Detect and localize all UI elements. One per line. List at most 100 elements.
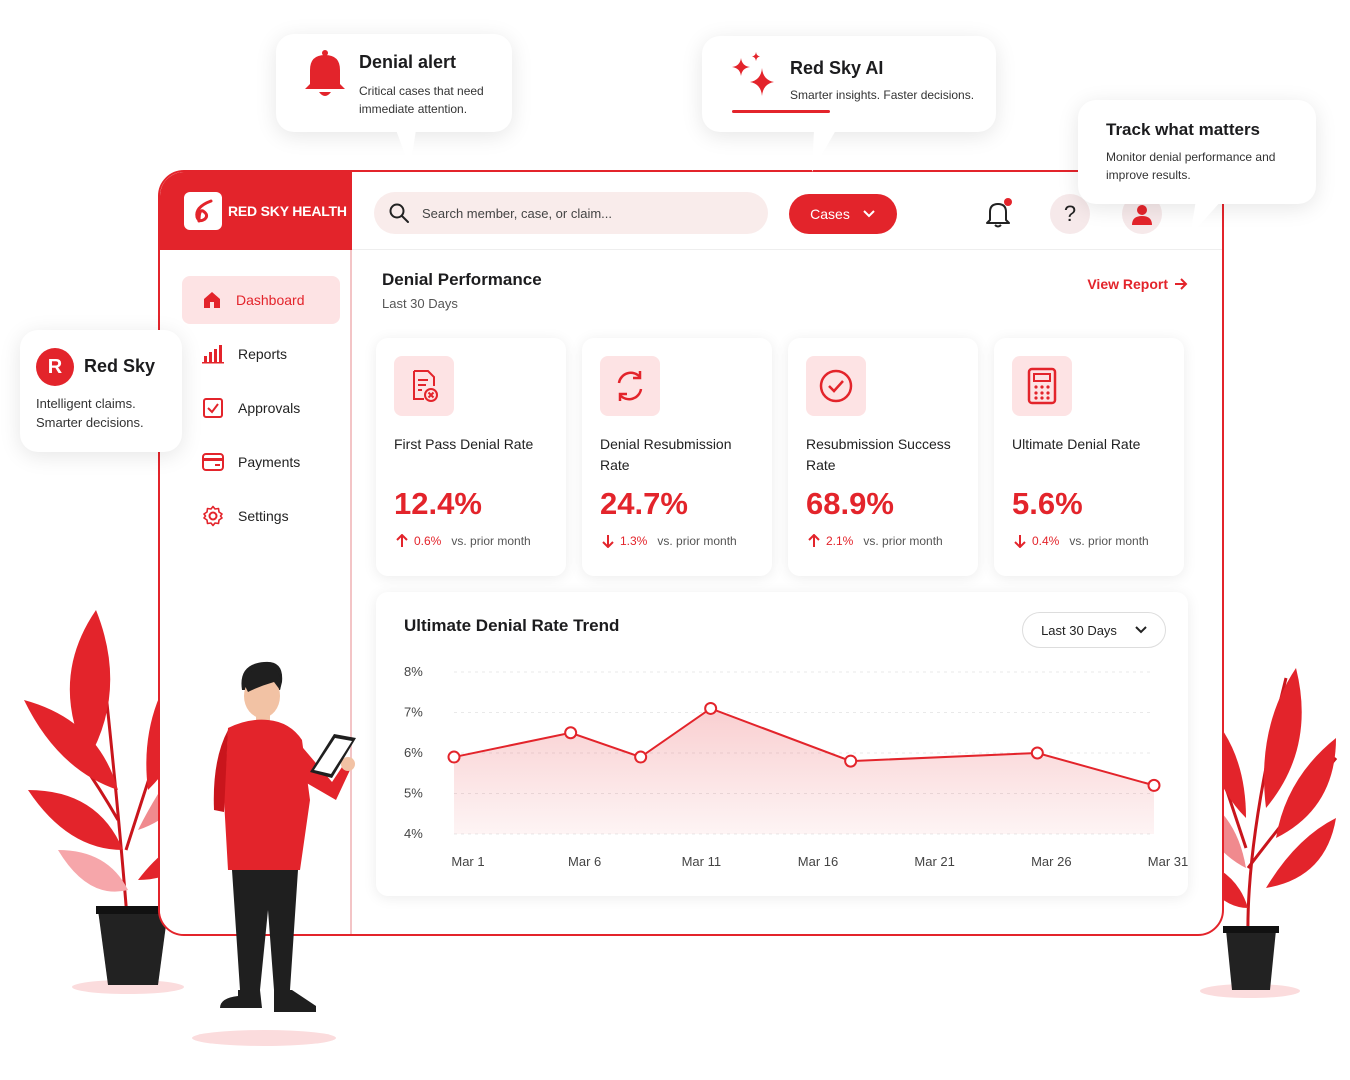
sidebar-item-label: Dashboard [236,292,305,308]
performance-title: Denial Performance [382,270,542,289]
card-delta: 2.1% [826,534,854,548]
chart-range-dropdown[interactable]: Last 30 Days [1022,612,1166,648]
track-bubble[interactable]: Track what matters Monitor denial perfor… [1078,100,1316,204]
red-sky-bubble[interactable]: R Red Sky Intelligent claims. Smarter de… [20,330,182,452]
arrow-up-icon [808,534,820,547]
card-value: 12.4% [394,486,482,521]
card-change: 1.3% vs. prior month [602,534,737,548]
x-tick-label: Mar 21 [914,854,954,869]
trend-point [1147,778,1161,792]
bell-icon [986,203,1010,228]
right-plant-shadow [1200,984,1300,998]
bell-alert-icon [305,50,345,96]
arrow-down-icon [602,535,614,548]
metric-card-ultimate-denial[interactable]: Ultimate Denial Rate 5.6% 0.4% vs. prior… [994,338,1184,576]
trend-point [1030,746,1044,760]
red-sky-text: Intelligent claims. Smarter decisions. [36,396,144,430]
card-icon-bg [1012,356,1072,416]
x-tick-label: Mar 6 [568,854,601,869]
search-icon [389,203,409,223]
bar-chart-icon [202,345,224,364]
metric-card-resubmission-success[interactable]: Resubmission Success Rate 68.9% 2.1% vs.… [788,338,978,576]
card-delta: 0.4% [1032,534,1060,548]
trend-point [844,754,858,768]
trend-chart: 8% 7% 6% 5% 4% Mar 1 Mar 6 Mar 11 Mar 16 Mar 21 Ma… [404,664,1188,869]
card-icon-bg [806,356,866,416]
chevron-down-icon [863,210,875,218]
gear-icon [203,505,223,527]
calculator-icon [1027,367,1057,405]
ai-bubble-pointer [812,130,836,172]
y-tick-label: 4% [404,826,423,841]
trend-point [634,750,648,764]
brand-header[interactable]: RED SKY HEALTH [160,172,352,250]
red-sky-badge: R [36,348,74,386]
person-with-tablet-illustration [213,661,356,1012]
track-title: Track what matters [1106,120,1261,139]
card-compare: vs. prior month [1069,534,1149,548]
chart-title: Ultimate Denial Rate Trend [404,616,620,635]
alert-text: Critical cases that need immediate atten… [359,84,484,116]
card-change: 0.4% vs. prior month [1014,534,1149,548]
card-label: Ultimate Denial Rate [1012,436,1141,452]
sidebar-item-reports[interactable]: Reports [182,330,340,378]
app-window: RED SKY HEALTH Dashboard Reports Approva… [158,170,1224,936]
card-compare: vs. prior month [451,534,531,548]
main-content: Denial Performance Last 30 Days View Rep… [352,250,1222,934]
ai-title: Red Sky AI [790,58,884,78]
x-tick-label: Mar 16 [798,854,838,869]
check-circle-icon [819,369,853,403]
search-input[interactable] [422,205,742,221]
chart-range-label: Last 30 Days [1041,622,1117,638]
sidebar-item-approvals[interactable]: Approvals [182,384,340,432]
person-shadow [192,1030,336,1046]
arrow-down-icon [1014,535,1026,548]
sidebar-item-dashboard[interactable]: Dashboard [182,276,340,324]
card-value: 5.6% [1012,486,1083,521]
arrow-right-icon [1175,278,1188,290]
ai-underline [732,110,830,113]
card-compare: vs. prior month [863,534,943,548]
track-bubble-pointer [1190,200,1222,236]
y-tick-label: 6% [404,745,423,760]
y-tick-label: 5% [404,786,423,801]
trend-area [454,708,1154,834]
home-icon [204,292,220,308]
alert-title: Denial alert [359,52,457,72]
ai-text: Smarter insights. Faster decisions. [790,88,975,102]
help-button[interactable]: ? [1050,194,1090,234]
search-bar[interactable] [374,192,768,234]
checkbox-icon [203,398,223,418]
credit-card-icon [202,453,224,471]
performance-subtitle: Last 30 Days [382,296,458,311]
y-tick-label: 8% [404,664,423,679]
cases-dropdown-button[interactable]: Cases [789,194,897,234]
sidebar-item-label: Settings [238,508,289,524]
brand-name: RED SKY HEALTH [228,203,347,219]
sidebar-item-settings[interactable]: Settings [182,492,340,540]
denial-alert-bubble[interactable]: Denial alert Critical cases that need im… [276,34,512,132]
sidebar-item-label: Reports [238,346,288,362]
metric-card-first-pass[interactable]: First Pass Denial Rate 12.4% 0.6% vs. pr… [376,338,566,576]
view-report-link[interactable]: View Report [1087,276,1188,292]
metric-card-resubmission[interactable]: Denial Resubmission Rate 24.7% 1.3% vs. … [582,338,772,576]
card-label: Denial Resubmission Rate [600,436,732,473]
sidebar-item-label: Approvals [238,400,301,416]
question-mark-icon: ? [1063,201,1077,226]
trend-point [447,750,461,764]
view-report-label: View Report [1087,276,1168,292]
red-sky-ai-bubble[interactable]: Red Sky AI Smarter insights. Faster deci… [702,36,996,132]
sidebar-item-payments[interactable]: Payments [182,438,340,486]
document-x-icon [413,370,438,402]
refresh-icon [617,371,643,401]
cases-label: Cases [810,206,850,222]
trend-point [704,701,718,715]
trend-point [564,726,578,740]
card-compare: vs. prior month [657,534,737,548]
notifications-button[interactable] [980,196,1016,232]
arrow-up-icon [396,534,408,547]
user-avatar-icon [1132,205,1152,225]
x-tick-label: Mar 1 [451,854,484,869]
alert-bubble-pointer [396,130,416,168]
sidebar-nav: Dashboard Reports Approvals Payments Set… [182,276,340,546]
